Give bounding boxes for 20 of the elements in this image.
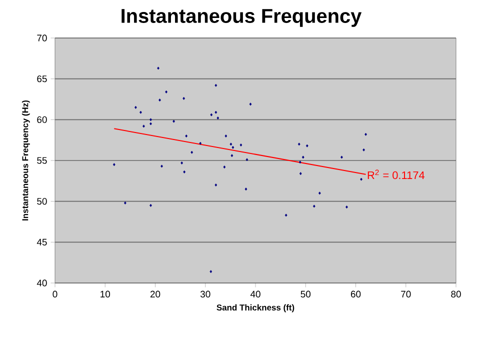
y-tick-label: 65 [37,75,47,82]
x-axis-title: Sand Thickness (ft) [216,304,294,312]
y-tick-label: 40 [36,280,47,286]
x-tick-label: 30 [200,290,210,298]
chart-title: Instantaneous Frequency [122,9,362,27]
y-axis-title: Instantaneous Frequency (Hz) [22,100,30,220]
x-tick-label: 50 [300,290,311,298]
x-tick-label: 70 [401,290,411,298]
x-tick-label: 10 [100,290,110,298]
y-tick-label: 55 [37,157,47,164]
x-tick-label: 40 [250,290,260,298]
x-tick-label: 0 [52,290,58,298]
y-tick-label: 70 [37,34,47,42]
x-tick-label: 20 [150,290,160,298]
annotation: R$^{2}$ = 0.1174 [368,170,425,180]
y-tick-label: 60 [37,116,47,124]
x-tick-label: 60 [350,290,361,298]
y-tick-label: 45 [36,238,47,246]
x-tick-label: 80 [451,290,461,298]
y-tick-label: 50 [37,198,47,205]
